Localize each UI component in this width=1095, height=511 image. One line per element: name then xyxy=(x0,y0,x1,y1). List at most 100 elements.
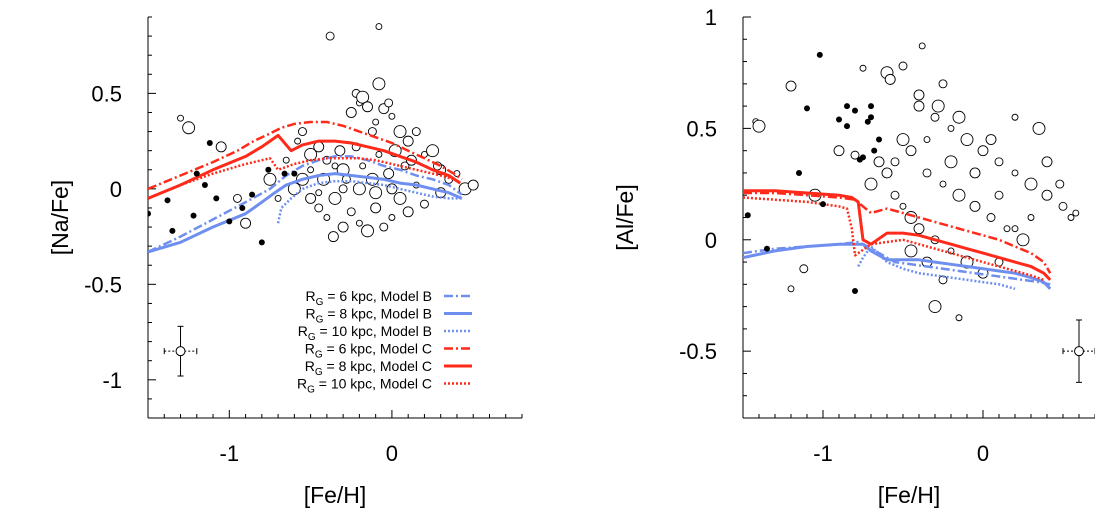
open-data-point xyxy=(873,156,885,168)
filled-data-point xyxy=(844,103,850,110)
open-data-point xyxy=(864,177,878,191)
open-data-point xyxy=(386,183,398,195)
filled-data-point xyxy=(876,136,882,143)
open-data-point xyxy=(884,73,896,85)
legend-label-sub: G xyxy=(315,367,323,378)
legend-label: RG = 8 kpc, Model C xyxy=(305,358,432,378)
model-curve-dash-dot xyxy=(743,191,1052,274)
open-data-point xyxy=(232,193,242,203)
open-data-point xyxy=(833,145,845,157)
model-curve-dash-dot xyxy=(148,155,463,254)
model-curve-dotted xyxy=(857,245,1016,291)
open-data-point xyxy=(375,151,383,158)
open-data-point xyxy=(947,124,955,132)
open-data-point xyxy=(899,202,907,210)
y-tick-label: 0.5 xyxy=(91,81,122,106)
open-data-point xyxy=(1055,179,1065,189)
model-curve-dotted xyxy=(743,196,1045,282)
y-tick-label: 1 xyxy=(705,5,717,30)
open-data-point xyxy=(345,107,357,118)
legend-label-rest: = 8 kpc, Model B xyxy=(323,306,432,322)
open-data-point xyxy=(372,77,386,91)
open-data-point xyxy=(1011,225,1019,233)
model-curve-dash-dot xyxy=(148,120,463,191)
open-data-point xyxy=(379,222,389,232)
x-tick-label: 0 xyxy=(386,441,398,466)
legend-label-sub: G xyxy=(308,332,316,343)
open-data-point xyxy=(359,162,367,170)
model-curve-dotted xyxy=(276,179,462,224)
filled-data-point xyxy=(226,218,233,225)
open-data-point xyxy=(402,206,414,218)
filled-data-point xyxy=(836,116,842,123)
open-data-point xyxy=(467,179,479,191)
legend-label-main: R xyxy=(297,376,307,392)
open-data-point xyxy=(182,121,196,135)
open-data-point xyxy=(383,168,395,180)
open-data-point xyxy=(334,145,346,157)
y-tick-label: 0.5 xyxy=(686,116,717,141)
open-data-point xyxy=(307,166,315,174)
legend-label-sub: G xyxy=(316,297,324,308)
open-data-point xyxy=(939,180,947,188)
legend: RG = 6 kpc, Model BRG = 8 kpc, Model BRG… xyxy=(297,288,472,396)
filled-data-point xyxy=(291,170,298,177)
filled-data-point xyxy=(820,201,826,208)
filled-data-point xyxy=(258,239,265,246)
filled-data-point xyxy=(864,118,871,125)
open-data-point xyxy=(913,223,925,235)
filled-data-point xyxy=(764,245,770,252)
legend-label-rest: = 6 kpc, Model B xyxy=(323,288,432,304)
open-data-point xyxy=(969,200,981,212)
open-data-point xyxy=(411,127,421,137)
filled-data-point xyxy=(169,227,176,234)
open-data-point xyxy=(787,285,795,293)
y-tick-label: -0.5 xyxy=(84,272,122,297)
filled-data-point xyxy=(201,182,208,189)
legend-label: RG = 6 kpc, Model B xyxy=(306,288,432,308)
open-data-point xyxy=(314,203,324,213)
open-data-point xyxy=(1072,209,1080,217)
x-tick-label: 0 xyxy=(977,441,989,466)
open-data-point xyxy=(325,31,335,41)
legend-label-main: R xyxy=(306,288,316,304)
y-tick-label: -1 xyxy=(102,368,122,393)
x-tick-label: -1 xyxy=(220,441,240,466)
open-data-point xyxy=(1027,214,1035,221)
model-curve-solid xyxy=(743,242,1052,290)
open-data-point xyxy=(890,157,900,167)
open-data-point xyxy=(994,190,1004,200)
x-axis-title: [Fe/H] xyxy=(878,482,941,508)
open-data-point xyxy=(1032,121,1046,135)
model-curve-solid xyxy=(743,189,1052,281)
open-data-point xyxy=(918,42,926,50)
open-data-point xyxy=(994,157,1004,167)
open-data-point xyxy=(323,214,331,221)
filled-data-point xyxy=(804,105,810,112)
open-data-point xyxy=(913,100,925,112)
open-data-point xyxy=(393,191,407,205)
open-data-point xyxy=(367,127,377,137)
open-data-point xyxy=(426,144,440,158)
filled-data-point xyxy=(148,210,151,217)
filled-data-point xyxy=(193,170,200,177)
legend-label-rest: = 10 kpc, Model C xyxy=(315,376,432,392)
legend-label-rest: = 10 kpc, Model B xyxy=(316,323,432,339)
legend-label-main: R xyxy=(305,341,315,357)
filled-data-point xyxy=(164,197,171,204)
open-data-point xyxy=(369,186,383,200)
open-data-point xyxy=(298,127,307,137)
open-data-point xyxy=(370,202,382,214)
open-data-point xyxy=(938,79,948,89)
open-data-point xyxy=(890,190,900,200)
open-data-point xyxy=(923,136,931,143)
filled-data-point xyxy=(239,204,246,211)
open-data-point xyxy=(985,134,997,145)
open-data-point xyxy=(315,189,323,197)
legend-label-main: R xyxy=(305,358,315,374)
filled-data-point xyxy=(796,169,802,176)
open-data-point xyxy=(922,168,932,178)
open-data-point xyxy=(393,125,407,139)
filled-data-point xyxy=(281,170,288,177)
open-data-point xyxy=(850,150,860,160)
